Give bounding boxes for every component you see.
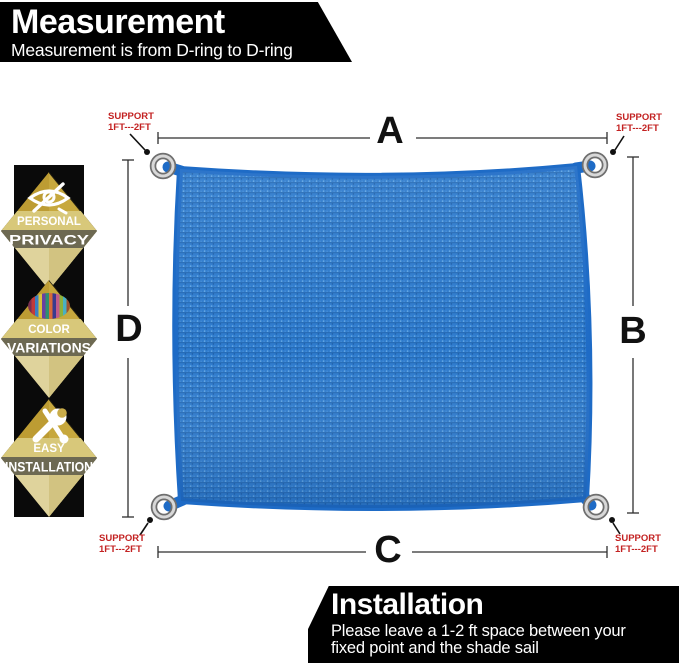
support-range-line: 1FT---2FT [108, 122, 151, 134]
support-label-bottom-right: SUPPORT 1FT---2FT [615, 533, 661, 555]
d-ring-icon [149, 151, 610, 521]
badge-easy-installation: EASY INSTALLATION [1, 399, 97, 517]
badge-word2: PRIVACY [9, 232, 90, 248]
badge-word1: COLOR [28, 324, 70, 336]
edge-label-a: A [376, 110, 404, 152]
edge-label-d: D [115, 308, 143, 350]
installation-banner-title: Installation [331, 588, 484, 621]
badge-personal-privacy: PERSONAL PRIVACY [1, 172, 97, 290]
edge-label-b: B [619, 310, 647, 352]
support-line: SUPPORT [615, 533, 661, 544]
edge-label-c: C [374, 529, 402, 571]
measurement-banner-title: Measurement [11, 3, 225, 41]
color-variations-icon [28, 293, 70, 319]
support-line: SUPPORT [108, 111, 154, 122]
installation-banner-subtitle-line1: Please leave a 1-2 ft space between your [331, 622, 626, 640]
support-line: SUPPORT [99, 533, 145, 544]
badge-word1: PERSONAL [17, 216, 81, 228]
installation-banner: Installation Please leave a 1-2 ft space… [308, 586, 679, 663]
support-range-line: 1FT---2FT [99, 544, 142, 556]
privacy-eye-icon [27, 182, 71, 215]
support-label-top-right: SUPPORT 1FT---2FT [616, 112, 662, 134]
badge-word2: VARIATIONS [7, 340, 91, 356]
shade-sail-fabric [172, 163, 593, 512]
badge-word2: INSTALLATION [5, 459, 93, 475]
support-label-top-left: SUPPORT 1FT---2FT [108, 111, 154, 133]
support-label-bottom-left: SUPPORT 1FT---2FT [99, 533, 145, 555]
easy-installation-tools-icon [32, 408, 69, 444]
badge-color-variations: COLOR VARIATIONS [1, 280, 97, 398]
support-range-line: 1FT---2FT [616, 123, 659, 135]
support-range-line: 1FT---2FT [615, 544, 658, 556]
support-line: SUPPORT [616, 112, 662, 123]
dimension-lines [122, 132, 639, 558]
measurement-banner: Measurement Measurement is from D-ring t… [0, 2, 352, 62]
badge-word1: EASY [33, 443, 65, 455]
installation-banner-subtitle-line2: fixed point and the shade sail [331, 639, 539, 657]
support-pointer-arrows [129, 133, 625, 536]
measurement-banner-subtitle: Measurement is from D-ring to D-ring [11, 40, 293, 60]
